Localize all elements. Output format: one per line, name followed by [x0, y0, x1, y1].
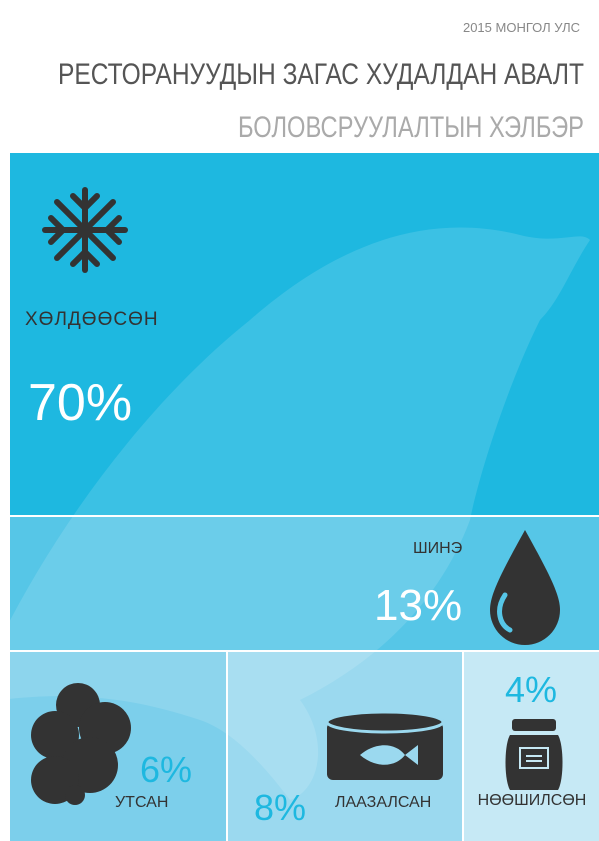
drop-icon [490, 530, 560, 645]
tile-value: 70% [28, 374, 132, 432]
tile-label: ШИНЭ [413, 540, 462, 557]
title: РЕСТОРАНУУДЫН ЗАГАС ХУДАЛДАН АВАЛТ [58, 58, 584, 91]
tile-value: 13% [374, 581, 462, 630]
can-icon [325, 710, 445, 780]
drop-highlight [497, 592, 513, 633]
tile-frozen [10, 153, 599, 515]
subtitle: БОЛОВСРУУЛАЛТЫН ХЭЛБЭР [238, 111, 584, 144]
tile-label: ХӨЛДӨӨСӨН [25, 309, 159, 330]
tile-label: УТСАН [115, 794, 168, 811]
fish-silhouette [0, 227, 590, 800]
tile-label: ЛААЗАЛСАН [335, 794, 431, 811]
snowflake-icon [42, 187, 128, 273]
tile-value: 6% [140, 749, 192, 790]
smoke-icon [31, 683, 131, 805]
tile-value: 8% [254, 787, 306, 828]
tile-value: 4% [505, 669, 557, 710]
jar-icon [505, 719, 563, 790]
top-label: 2015 МОНГОЛ УЛС [463, 20, 580, 35]
tile-label: НӨӨШИЛСӨН [478, 792, 587, 809]
